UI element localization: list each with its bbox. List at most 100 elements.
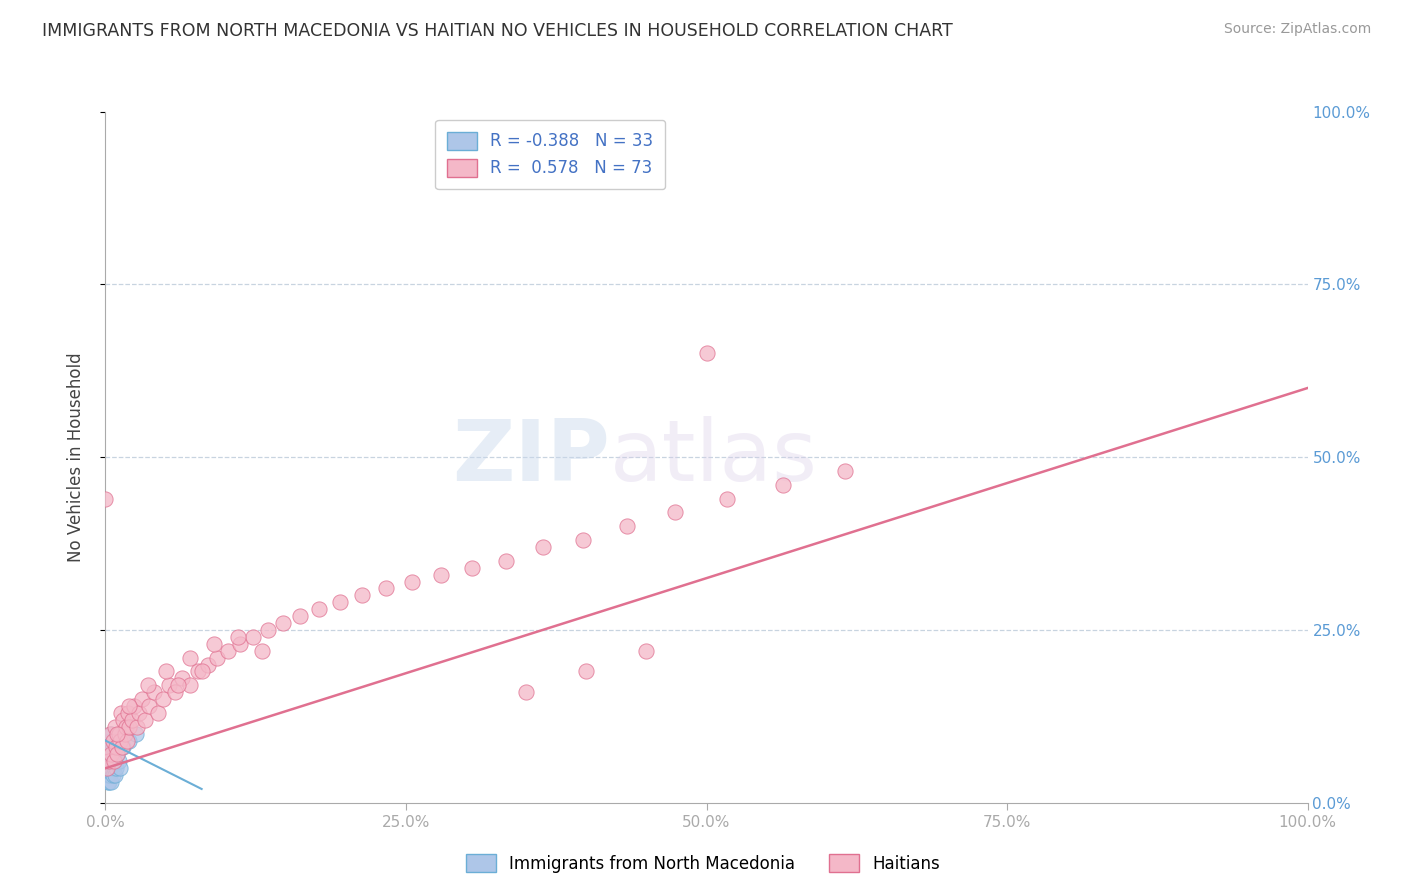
Point [117, 706, 139, 720]
Point [128, 706, 150, 720]
Point [172, 672, 194, 686]
Point [98, 733, 121, 747]
Point [108, 761, 131, 775]
Point [112, 713, 135, 727]
Point [98, 740, 121, 755]
Point [142, 685, 165, 699]
Point [105, 761, 128, 775]
Point [834, 464, 856, 478]
Point [96, 761, 118, 775]
Point [104, 768, 127, 782]
Point [229, 637, 252, 651]
Point [115, 733, 138, 747]
Point [98, 755, 121, 769]
Point [97, 768, 120, 782]
Text: ZIP: ZIP [453, 416, 610, 499]
Point [100, 747, 122, 762]
Point [226, 630, 249, 644]
Point [430, 567, 453, 582]
Point [105, 740, 128, 755]
Point [103, 747, 125, 762]
Point [118, 720, 141, 734]
Point [118, 733, 141, 747]
Point [179, 650, 201, 665]
Point [100, 747, 122, 762]
Point [187, 665, 209, 679]
Point [100, 761, 122, 775]
Legend: Immigrants from North Macedonia, Haitians: Immigrants from North Macedonia, Haitian… [460, 847, 946, 880]
Point [155, 665, 177, 679]
Point [107, 726, 129, 740]
Point [101, 733, 124, 747]
Point [165, 685, 187, 699]
Point [350, 589, 373, 603]
Point [131, 692, 153, 706]
Point [110, 706, 132, 720]
Point [107, 755, 129, 769]
Point [571, 533, 593, 548]
Point [772, 478, 794, 492]
Point [202, 637, 225, 651]
Point [96, 768, 118, 782]
Point [515, 685, 537, 699]
Legend: R = -0.388   N = 33, R =  0.578   N = 73: R = -0.388 N = 33, R = 0.578 N = 73 [436, 120, 665, 189]
Point [148, 706, 170, 720]
Point [716, 491, 738, 506]
Point [179, 678, 201, 692]
Point [190, 665, 212, 679]
Point [96, 761, 118, 775]
Point [101, 740, 124, 755]
Point [207, 650, 229, 665]
Point [495, 554, 517, 568]
Point [250, 644, 273, 658]
Point [101, 755, 124, 769]
Point [98, 726, 121, 740]
Point [152, 692, 174, 706]
Point [138, 699, 160, 714]
Point [98, 755, 121, 769]
Point [107, 726, 129, 740]
Point [112, 740, 135, 755]
Point [94, 491, 117, 506]
Point [103, 761, 125, 775]
Point [100, 726, 122, 740]
Point [696, 346, 718, 360]
Point [100, 775, 122, 789]
Text: Source: ZipAtlas.com: Source: ZipAtlas.com [1223, 22, 1371, 37]
Point [98, 755, 121, 769]
Point [136, 678, 159, 692]
Point [157, 678, 180, 692]
Point [98, 768, 121, 782]
Point [108, 733, 131, 747]
Point [97, 740, 120, 755]
Text: IMMIGRANTS FROM NORTH MACEDONIA VS HAITIAN NO VEHICLES IN HOUSEHOLD CORRELATION : IMMIGRANTS FROM NORTH MACEDONIA VS HAITI… [42, 22, 953, 40]
Point [273, 615, 295, 630]
Point [125, 720, 148, 734]
Point [134, 713, 156, 727]
Point [124, 726, 146, 740]
Point [401, 574, 423, 589]
Point [96, 755, 118, 769]
Point [124, 699, 146, 714]
Point [111, 740, 134, 755]
Point [308, 602, 330, 616]
Point [256, 623, 278, 637]
Point [166, 678, 188, 692]
Point [103, 755, 125, 769]
Point [242, 630, 264, 644]
Point [97, 747, 120, 762]
Point [118, 699, 141, 714]
Point [329, 595, 352, 609]
Point [121, 713, 143, 727]
Point [217, 644, 239, 658]
Y-axis label: No Vehicles in Household: No Vehicles in Household [66, 352, 84, 562]
Point [101, 768, 124, 782]
Point [197, 657, 219, 672]
Point [616, 519, 638, 533]
Point [461, 561, 484, 575]
Point [97, 761, 120, 775]
Point [98, 761, 121, 775]
Point [104, 755, 127, 769]
Point [664, 505, 686, 519]
Point [290, 609, 312, 624]
